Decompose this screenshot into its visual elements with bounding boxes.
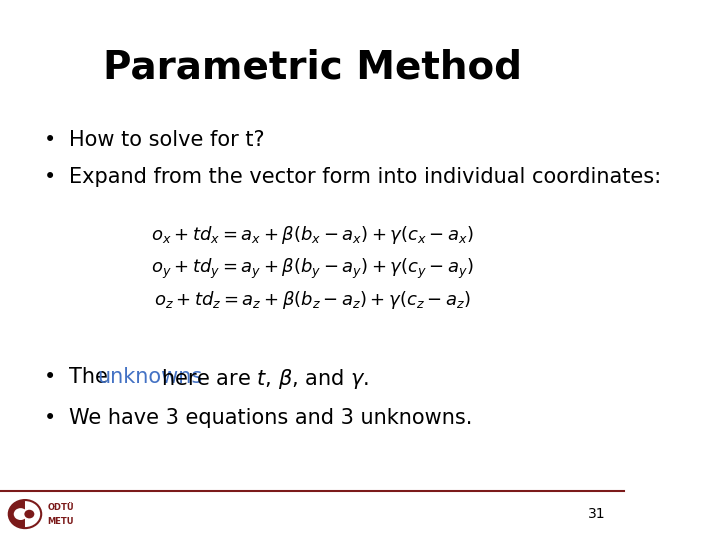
Wedge shape — [9, 500, 25, 528]
Text: ODTÜ: ODTÜ — [48, 503, 74, 511]
Text: Expand from the vector form into individual coordinates:: Expand from the vector form into individ… — [68, 167, 661, 187]
Text: We have 3 equations and 3 unknowns.: We have 3 equations and 3 unknowns. — [68, 408, 472, 428]
Text: $o_x + td_x = a_x + \beta(b_x - a_x) + \gamma(c_x - a_x)$: $o_x + td_x = a_x + \beta(b_x - a_x) + \… — [150, 224, 474, 246]
Circle shape — [14, 508, 27, 520]
Text: •: • — [44, 408, 56, 428]
Circle shape — [9, 500, 41, 528]
Text: 31: 31 — [588, 507, 606, 521]
Text: here are $t$, $\beta$, and $\gamma$.: here are $t$, $\beta$, and $\gamma$. — [155, 367, 369, 391]
Text: METU: METU — [48, 517, 74, 525]
Circle shape — [24, 510, 35, 518]
Text: •: • — [44, 167, 56, 187]
Text: Parametric Method: Parametric Method — [103, 49, 522, 86]
Text: unknowns: unknowns — [97, 367, 202, 387]
Text: How to solve for t?: How to solve for t? — [68, 130, 264, 150]
Text: •: • — [44, 367, 56, 387]
Text: •: • — [44, 130, 56, 150]
Text: $o_z + td_z = a_z + \beta(b_z - a_z) + \gamma(c_z - a_z)$: $o_z + td_z = a_z + \beta(b_z - a_z) + \… — [154, 289, 471, 311]
Text: $o_y + td_y = a_y + \beta(b_y - a_y) + \gamma(c_y - a_y)$: $o_y + td_y = a_y + \beta(b_y - a_y) + \… — [150, 256, 474, 281]
Text: The: The — [68, 367, 114, 387]
